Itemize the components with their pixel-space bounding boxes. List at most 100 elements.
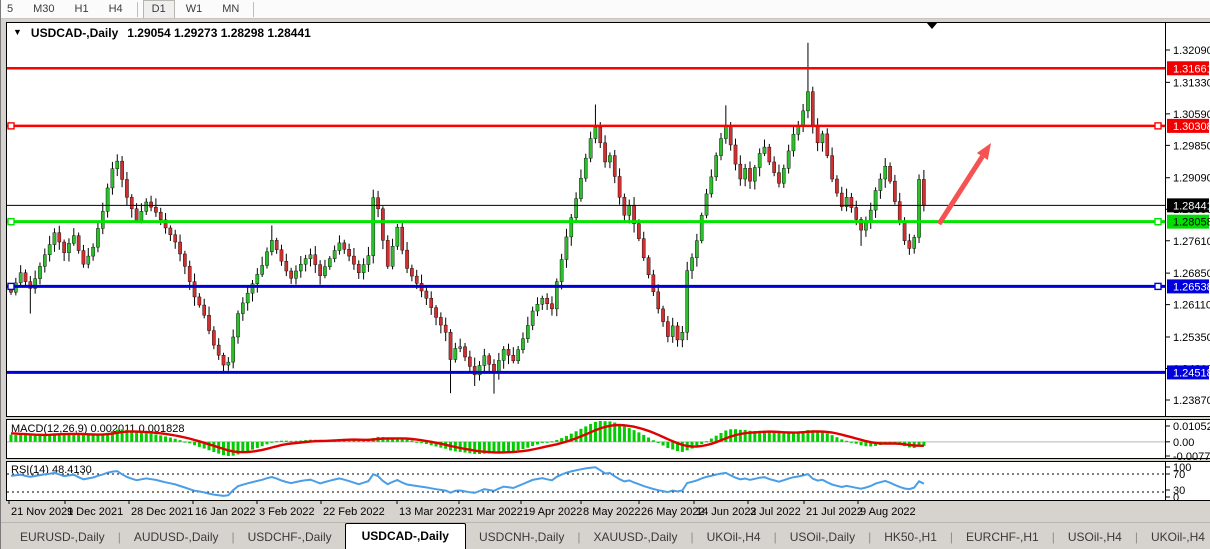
candle-up: [250, 283, 255, 294]
timeframe-button-mn[interactable]: MN: [222, 2, 240, 15]
date-axis-label: 21 Jul 2022: [806, 506, 863, 518]
candle-down: [23, 272, 28, 282]
candle-down: [410, 268, 414, 277]
candle-up: [236, 313, 240, 338]
tab-eurusd-daily[interactable]: EURUSD-,Daily: [20, 530, 105, 544]
candle-down: [830, 155, 834, 180]
timeframe-button-h4[interactable]: H4: [108, 2, 123, 15]
tab-usdcad-daily[interactable]: USDCAD-,Daily: [344, 523, 466, 549]
candle-down: [216, 344, 221, 356]
candle-down: [192, 281, 197, 298]
candle-down: [661, 308, 665, 322]
price-badge-1.31661: 1.31661: [1167, 61, 1210, 76]
candle-down: [178, 241, 182, 255]
chart-panel: [6, 461, 1210, 501]
candle-up: [912, 237, 917, 249]
hline-1.28058[interactable]: [7, 217, 1165, 226]
chart-shift-marker-icon[interactable]: [926, 22, 938, 29]
tab-usdchf-daily[interactable]: USDCHF-,Daily: [247, 530, 332, 544]
candle-down: [777, 172, 781, 184]
tab-separator: |: [577, 530, 581, 544]
candle-up: [670, 325, 675, 337]
candle-down: [835, 178, 839, 194]
line-handle: [7, 282, 15, 291]
timeframe-button-m30[interactable]: M30: [33, 2, 55, 15]
candle-up: [762, 146, 767, 154]
candle-down: [487, 355, 491, 365]
timeframe-button-5[interactable]: 5: [7, 2, 14, 15]
tab-hk50-h1[interactable]: HK50-,H1: [884, 530, 937, 544]
candle-down: [472, 366, 477, 376]
candle-up: [554, 281, 559, 310]
candle-up: [294, 270, 298, 279]
candle-up: [883, 166, 888, 180]
tab-separator: |: [949, 530, 954, 544]
candle-up: [878, 178, 883, 191]
candle-up: [52, 232, 57, 245]
candle-up: [303, 258, 308, 265]
chart-axes: 0.01052 0.00 -0.00774410070 300 1.32090 1.313…: [8, 45, 1210, 518]
candle-up: [530, 310, 535, 326]
line-handle: [7, 122, 15, 130]
candle-down: [666, 321, 670, 337]
candle-up: [564, 236, 569, 260]
candle-down: [352, 255, 356, 265]
candle-up: [33, 278, 37, 289]
candle-up: [743, 168, 747, 180]
price-axis-label: 1.32090: [1173, 45, 1210, 57]
candle-down: [646, 257, 651, 276]
candle-up: [38, 266, 42, 279]
candle-up: [806, 91, 810, 112]
hline-1.26538[interactable]: [7, 282, 1165, 291]
candle-up: [96, 228, 100, 248]
candle-down: [622, 197, 627, 216]
candle-down: [439, 317, 443, 326]
line-handle: [7, 217, 15, 226]
candle-down: [907, 240, 912, 249]
timeframe-button-d1[interactable]: D1: [142, 0, 175, 18]
candle-up: [100, 211, 105, 229]
tab-eurchf-h1[interactable]: EURCHF-,H1: [966, 530, 1039, 544]
tab-usoil-daily[interactable]: USOil-,Daily: [789, 530, 856, 544]
candle-down: [888, 166, 892, 182]
candle-down: [545, 298, 549, 304]
candle-down: [274, 240, 279, 250]
candle-up: [704, 193, 709, 216]
candle-down: [187, 266, 192, 282]
candle-down: [641, 238, 646, 258]
candle-up: [516, 349, 520, 362]
hline-1.30308[interactable]: [7, 122, 1165, 130]
tab-usoil-h4[interactable]: USOil-,H4: [1067, 530, 1122, 544]
candle-up: [308, 254, 313, 259]
macd-axis-label: 0.01052: [1173, 421, 1210, 433]
line-handle: [1154, 217, 1162, 226]
rsi-line: [10, 466, 925, 497]
candle-up: [453, 348, 458, 360]
candle-up: [753, 167, 757, 182]
chart-canvas[interactable]: MACD(12,26,9) 0.002011 0.001828 RSI(14) …: [1, 19, 1210, 522]
candle-down: [492, 364, 496, 373]
tab-ukoil-h4[interactable]: UKOil-,H4: [706, 530, 761, 544]
candle-up: [245, 292, 250, 304]
candle-down: [284, 260, 289, 272]
tab-separator: |: [868, 530, 872, 544]
candle-down: [728, 125, 733, 146]
timeframe-button-h1[interactable]: H1: [74, 2, 89, 15]
candle-up: [270, 240, 274, 253]
candle-down: [675, 325, 680, 341]
candle-down: [825, 133, 830, 156]
tab-xauusd-daily[interactable]: XAUUSD-,Daily: [593, 530, 678, 544]
tab-ukoil-h4[interactable]: UKOil-,H4: [1150, 530, 1205, 544]
candle-up: [241, 302, 245, 314]
candle-down: [400, 226, 405, 251]
candle-down: [651, 274, 656, 293]
candle-down: [212, 330, 216, 346]
candle-down: [612, 155, 617, 177]
tab-audusd-daily[interactable]: AUDUSD-,Daily: [133, 530, 219, 544]
trend-arrow-head[interactable]: [976, 143, 991, 160]
trend-arrow[interactable]: [936, 155, 985, 226]
timeframe-button-w1[interactable]: W1: [185, 2, 203, 15]
tab-usdcnh-daily[interactable]: USDCNH-,Daily: [478, 530, 565, 544]
date-axis-label: 9 Dec 2021: [67, 506, 123, 518]
candle-down: [318, 264, 322, 276]
